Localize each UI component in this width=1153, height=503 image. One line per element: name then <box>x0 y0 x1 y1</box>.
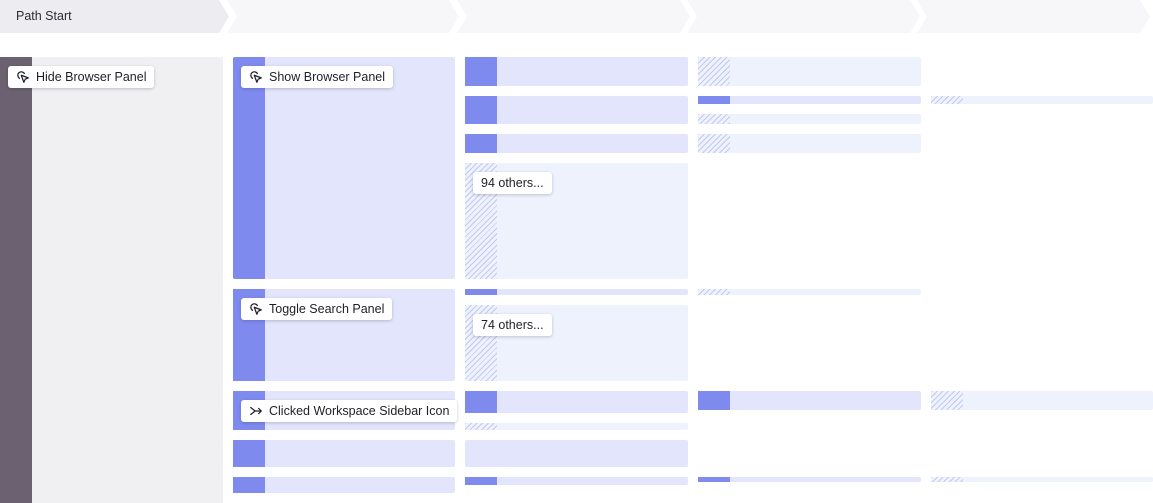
node-label: Clicked Workspace Sidebar Icon <box>269 404 450 418</box>
node-unlabeled[interactable] <box>465 134 688 153</box>
node-hatch-bar <box>698 134 730 153</box>
step-2[interactable] <box>227 0 459 33</box>
step-3[interactable] <box>457 0 690 33</box>
node-unlabeled[interactable] <box>931 96 1153 104</box>
node-hatch-bar <box>931 391 963 410</box>
node-label: Show Browser Panel <box>269 70 386 84</box>
node-bar <box>233 477 265 493</box>
node-unlabeled[interactable] <box>698 114 921 124</box>
node-bar <box>233 57 265 279</box>
node-toggle-search-panel-chip[interactable]: Toggle Search Panel <box>241 298 393 320</box>
node-unlabeled[interactable] <box>233 440 455 467</box>
others-chip-74[interactable]: 74 others... <box>473 314 552 336</box>
node-unlabeled[interactable] <box>931 477 1153 482</box>
node-bar <box>465 391 497 413</box>
click-icon <box>250 303 262 315</box>
node-unlabeled[interactable] <box>233 477 455 493</box>
node-bar <box>233 440 265 467</box>
node-bar <box>465 134 497 153</box>
node-clicked-workspace-sidebar-icon-chip[interactable]: Clicked Workspace Sidebar Icon <box>241 400 458 422</box>
node-hatch-bar <box>931 477 963 482</box>
others-chip-94[interactable]: 94 others... <box>473 172 552 194</box>
node-unlabeled[interactable] <box>698 57 921 86</box>
step-path-start[interactable]: Path Start <box>0 0 229 33</box>
others-label: 94 others... <box>481 176 544 190</box>
node-hatch-bar <box>698 114 730 124</box>
node-show-browser-panel[interactable] <box>233 57 455 279</box>
node-bar <box>465 96 497 124</box>
node-unlabeled[interactable] <box>698 289 921 295</box>
node-hatch-bar <box>465 423 497 430</box>
node-hatch-bar <box>931 96 963 104</box>
step-label: Path Start <box>16 9 72 23</box>
click-icon <box>17 71 29 83</box>
node-bar <box>465 289 497 295</box>
node-unlabeled[interactable] <box>465 289 688 295</box>
node-unlabeled[interactable] <box>931 391 1153 410</box>
node-unlabeled[interactable] <box>698 96 921 104</box>
node-unlabeled[interactable] <box>465 440 688 467</box>
node-bar <box>698 96 730 104</box>
start-node-label: Hide Browser Panel <box>36 70 147 84</box>
node-unlabeled[interactable] <box>698 391 921 410</box>
node-unlabeled[interactable] <box>465 391 688 413</box>
node-label: Toggle Search Panel <box>269 302 385 316</box>
node-bar <box>698 477 730 482</box>
node-hatch-bar <box>698 289 730 295</box>
path-breadcrumb: Path Start <box>0 0 1153 34</box>
node-unlabeled[interactable] <box>465 423 688 430</box>
node-unlabeled[interactable] <box>465 57 688 86</box>
node-unlabeled[interactable] <box>465 477 688 485</box>
click-icon <box>250 71 262 83</box>
start-node-bar <box>0 57 32 503</box>
node-bar <box>465 477 497 485</box>
node-show-browser-panel-chip[interactable]: Show Browser Panel <box>241 66 394 88</box>
node-bar <box>465 57 497 86</box>
start-node-label-chip[interactable]: Hide Browser Panel <box>8 66 155 88</box>
start-node[interactable] <box>0 57 223 503</box>
node-unlabeled[interactable] <box>465 96 688 124</box>
node-unlabeled[interactable] <box>698 477 921 482</box>
arrow-merge-icon <box>250 406 262 416</box>
others-label: 74 others... <box>481 318 544 332</box>
node-bar <box>698 391 730 410</box>
step-4[interactable] <box>687 0 920 33</box>
node-unlabeled[interactable] <box>698 134 921 153</box>
step-5[interactable] <box>917 0 1150 33</box>
node-hatch-bar <box>698 57 730 86</box>
